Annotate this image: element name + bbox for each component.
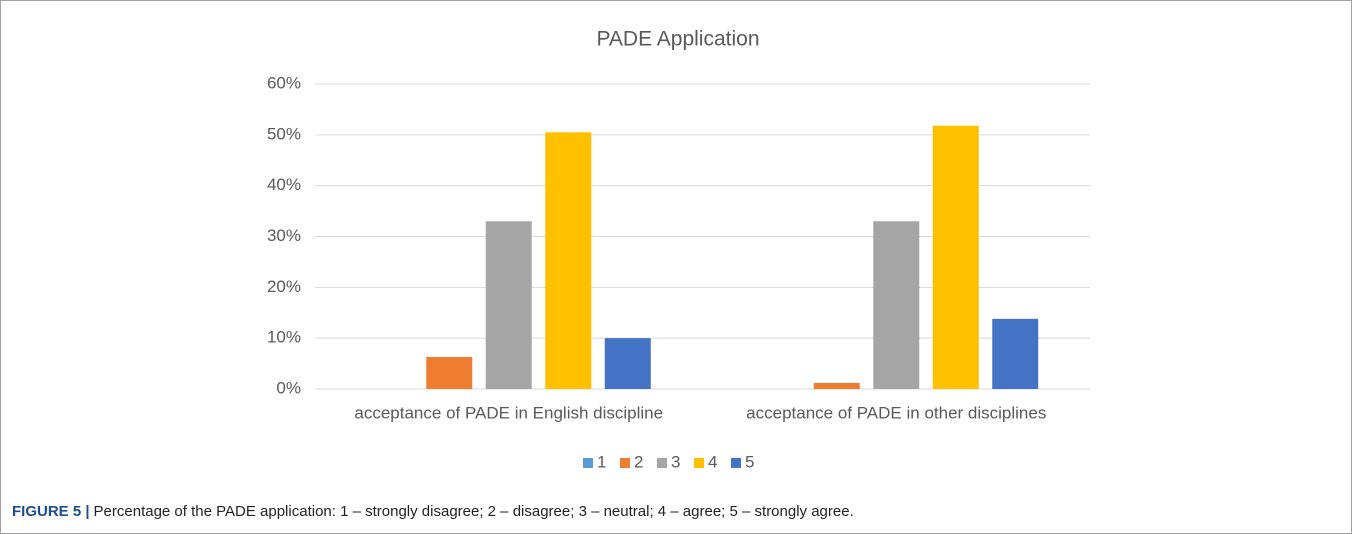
legend-label: 1: [597, 452, 606, 471]
legend-swatch: [583, 458, 593, 468]
caption: FIGURE 5 | Percentage of the PADE applica…: [12, 503, 854, 520]
legend-label: 2: [634, 452, 643, 471]
y-tick-label: 20%: [267, 277, 301, 296]
legend-label: 4: [708, 452, 717, 471]
bar: [604, 338, 651, 389]
bar: [873, 221, 920, 389]
y-tick-label: 0%: [276, 378, 301, 397]
y-tick-label: 30%: [267, 226, 301, 245]
y-tick-label: 40%: [267, 175, 301, 194]
legend-swatch: [694, 458, 704, 468]
caption-label: FIGURE 5 |: [12, 503, 90, 520]
bar: [485, 221, 532, 389]
chart-title: PADE Application: [596, 28, 759, 51]
legend-label: 5: [745, 452, 754, 471]
x-tick-label: acceptance of PADE in English discipline: [354, 403, 663, 422]
y-tick-label: 10%: [267, 328, 301, 347]
bar: [992, 318, 1039, 389]
legend-swatch: [731, 458, 741, 468]
bar: [813, 382, 860, 389]
y-tick-label: 50%: [267, 124, 301, 143]
legend-label: 3: [671, 452, 680, 471]
legend-swatch: [620, 458, 630, 468]
bar: [545, 132, 592, 389]
y-tick-label: 60%: [267, 73, 301, 92]
legend-swatch: [657, 458, 667, 468]
x-tick-label: acceptance of PADE in other disciplines: [746, 403, 1046, 422]
bar: [932, 125, 979, 389]
bar: [426, 356, 473, 389]
caption-text: Percentage of the PADE application: 1 – …: [94, 503, 854, 520]
